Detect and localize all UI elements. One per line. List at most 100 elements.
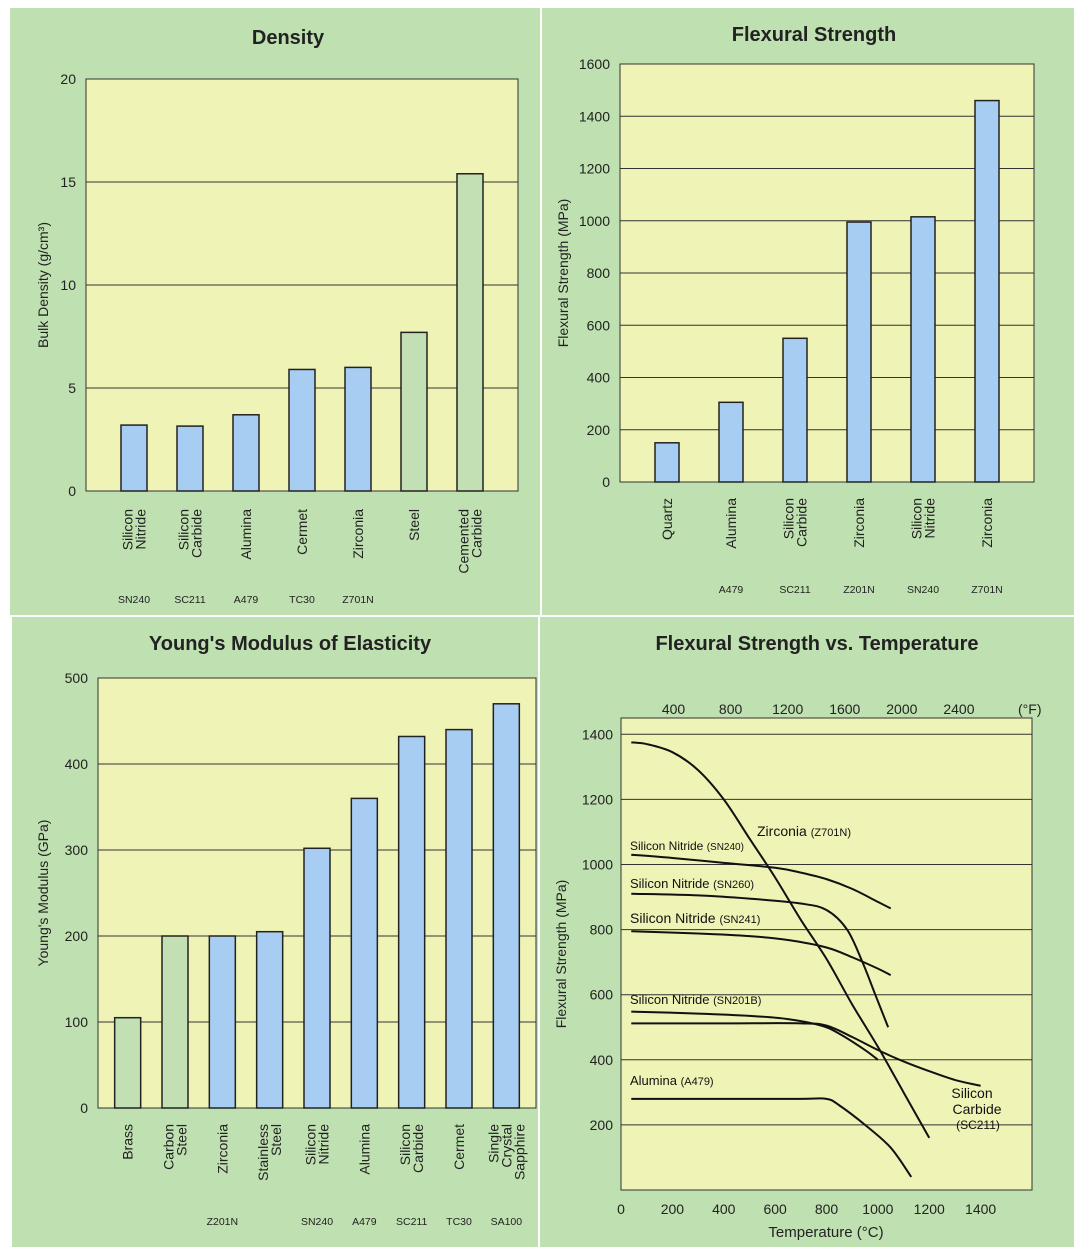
y-axis-label: Young's Modulus (GPa) [35, 820, 51, 967]
series-label: (SC211) [956, 1118, 1000, 1132]
category-code-label: SN240 [301, 1216, 333, 1228]
y-tick-label: 15 [60, 174, 76, 190]
top-axis-tick-label: 1200 [772, 701, 803, 717]
category-label: Carbide [794, 498, 810, 547]
y-tick-label: 500 [65, 670, 89, 686]
series-label-name: Silicon Nitride [630, 839, 707, 853]
top-axis-tick-label: 400 [662, 701, 686, 717]
plot-area [620, 717, 1033, 1191]
series-label-code: (SN240) [707, 842, 744, 853]
series-label-code: (A479) [681, 1076, 714, 1088]
series-label: Silicon Nitride (SN260) [630, 876, 754, 891]
x-tick-label: 200 [661, 1201, 685, 1217]
y-tick-label: 200 [590, 1117, 614, 1133]
category-label: Alumina [723, 498, 739, 549]
bar [492, 703, 521, 1109]
category-code-label: TC30 [289, 594, 315, 606]
series-line [631, 1097, 913, 1178]
series-label: Silicon [951, 1085, 992, 1101]
flexural-strength-chart-panel: Flexural Strength 0 200 400 600 800 1000 1200 14… [542, 8, 1074, 615]
category-label: Sapphire [511, 1124, 527, 1180]
top-axis-tick-label: 800 [719, 701, 743, 717]
bar [445, 728, 473, 1109]
series-line [631, 1022, 981, 1087]
bar [113, 1016, 142, 1109]
bar [120, 424, 148, 492]
y-tick-label: 100 [65, 1014, 89, 1030]
y-tick-label: 200 [65, 928, 89, 944]
category-label: Silicon [120, 509, 136, 550]
chart-title: Flexural Strength [732, 24, 896, 46]
category-label: Silicon [303, 1124, 319, 1165]
category-label: Zirconia [851, 498, 867, 548]
y-axis-label: Flexural Strength (MPa) [553, 880, 569, 1029]
category-code-label: SC211 [779, 584, 810, 596]
category-label: Quartz [659, 498, 675, 540]
y-tick-label: 0 [80, 1100, 88, 1116]
category-label: Single [485, 1124, 501, 1163]
category-label: Crystal [498, 1124, 514, 1168]
series-label: Silicon Nitride (SN201B) [630, 992, 761, 1007]
series-label-code: (SN241) [719, 914, 760, 926]
category-code-label: A479 [352, 1216, 377, 1228]
y-tick-label: 1000 [579, 213, 610, 229]
category-label: Alumina [356, 1124, 372, 1175]
x-tick-label: 800 [815, 1201, 839, 1217]
bar [456, 173, 484, 492]
series-label: Zirconia (Z701N) [757, 823, 851, 839]
category-label: Cermet [451, 1124, 467, 1170]
top-axis-tick-label: 2000 [886, 701, 917, 717]
category-label: Silicon [909, 498, 925, 539]
bar [782, 337, 808, 483]
bar [846, 221, 872, 483]
x-tick-label: 1400 [965, 1201, 996, 1217]
bar [400, 331, 428, 492]
category-label: Steel [268, 1124, 284, 1156]
series-line [631, 741, 931, 1139]
top-axis-unit-label: (°F) [1018, 701, 1041, 717]
series-line [631, 1010, 879, 1061]
series-label-name: Silicon Nitride [630, 876, 713, 891]
category-code-label: Z201N [207, 1216, 239, 1228]
category-label: Carbide [189, 509, 205, 558]
category-label: Steel [406, 509, 422, 541]
bar [232, 414, 260, 492]
bar [974, 99, 1000, 483]
y-tick-label: 10 [60, 277, 76, 293]
y-tick-label: 0 [602, 474, 610, 490]
category-code-label: Z701N [971, 584, 1003, 596]
category-label: Zirconia [350, 509, 366, 559]
bar [718, 401, 744, 483]
category-label: Steel [174, 1124, 190, 1156]
category-label: Carbide [410, 1124, 426, 1173]
bar [176, 425, 204, 492]
x-tick-label: 400 [712, 1201, 736, 1217]
y-tick-label: 20 [60, 71, 76, 87]
y-tick-label: 1000 [582, 856, 613, 872]
category-label: Alumina [238, 509, 254, 560]
bar [350, 797, 379, 1109]
y-tick-label: 400 [65, 756, 89, 772]
category-label: Silicon [176, 509, 192, 550]
y-tick-label: 600 [587, 317, 611, 333]
series-label-code: (SN201B) [713, 995, 761, 1007]
category-label: Carbon [161, 1124, 177, 1170]
series-label-name: Zirconia [757, 823, 811, 839]
category-label: Carbide [469, 509, 485, 558]
density-chart-panel: Density 0 5 10 15 20 Bulk Density (g/cm³) Silic… [10, 8, 540, 615]
category-code-label: A479 [719, 584, 744, 596]
y-tick-label: 400 [587, 370, 611, 386]
y-axis-label: Bulk Density (g/cm³) [35, 222, 51, 348]
bar [344, 366, 372, 492]
series-line [631, 853, 892, 910]
bar [288, 368, 316, 492]
series-label-code: (SN260) [713, 879, 754, 891]
category-label: Silicon [397, 1124, 413, 1165]
youngs-modulus-chart: Young's Modulus of Elasticity 0 100 200 300 4… [35, 633, 537, 1228]
series-label: Silicon Nitride (SN240) [630, 839, 744, 853]
chart-title: Young's Modulus of Elasticity [149, 633, 432, 655]
x-tick-label: 0 [617, 1201, 625, 1217]
series-line [631, 892, 890, 1028]
y-tick-label: 800 [587, 265, 611, 281]
bar [654, 442, 680, 483]
